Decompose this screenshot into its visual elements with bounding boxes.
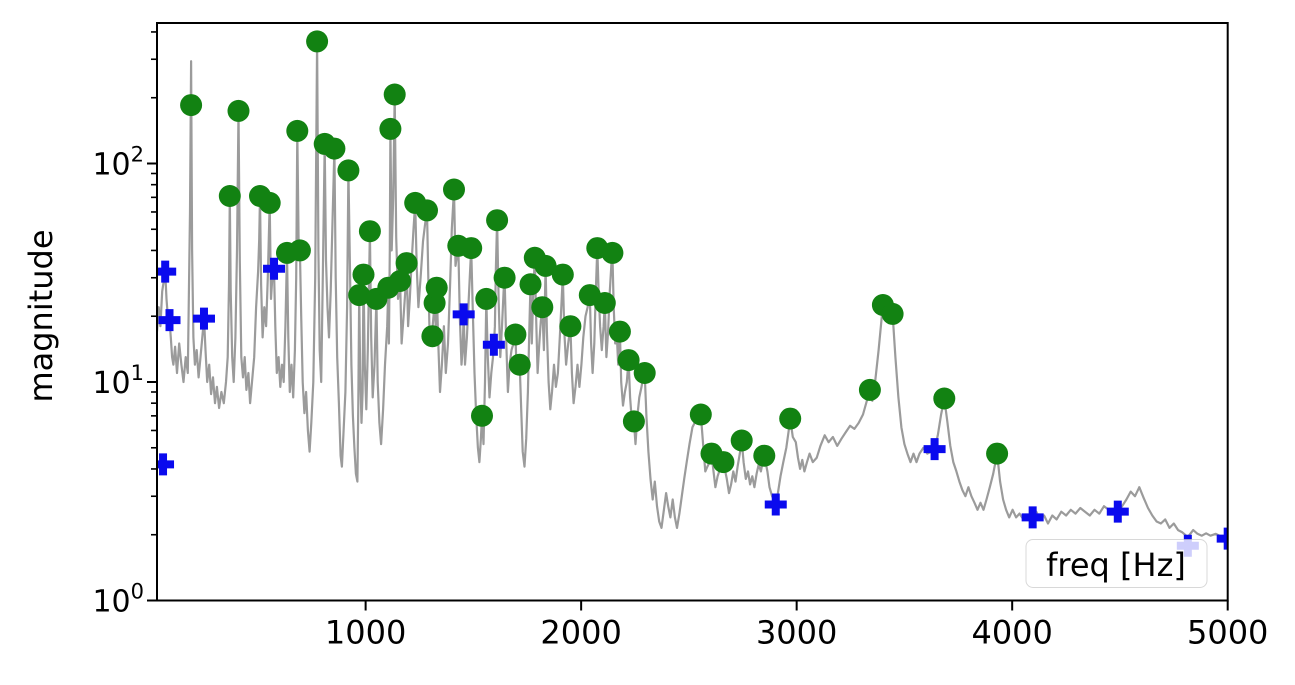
peak-marker — [379, 117, 402, 140]
selected-peak-marker — [923, 438, 946, 461]
peak-marker — [633, 362, 656, 384]
selected-peak-marker — [263, 257, 286, 280]
selected-peak-marker — [157, 260, 177, 283]
peak-marker — [323, 137, 346, 160]
selected-peak-marker — [157, 453, 175, 476]
peak-marker — [471, 404, 493, 427]
peak-marker — [348, 284, 371, 307]
peak-marker — [551, 263, 574, 286]
peak-marker — [493, 266, 516, 289]
peak-marker — [933, 387, 956, 410]
peak-marker — [421, 325, 444, 348]
peak-marker — [389, 270, 412, 292]
peak-marker — [608, 320, 631, 343]
x-tick-label: 2000 — [540, 614, 621, 652]
selected-peak-marker — [158, 309, 181, 332]
peak-marker — [180, 94, 203, 117]
selected-peak-marker — [1106, 500, 1129, 523]
peak-marker — [288, 239, 311, 262]
y-tick-label: 100 — [92, 580, 144, 620]
peak-marker — [306, 30, 329, 53]
spectrum-line — [157, 40, 1228, 540]
x-tick-label: 4000 — [971, 614, 1052, 652]
peak-marker — [416, 199, 438, 222]
peak-marker — [383, 83, 406, 106]
peak-marker — [337, 159, 360, 182]
peak-marker — [986, 442, 1009, 465]
plot-data-layer — [157, 30, 1228, 557]
peak-marker — [443, 178, 465, 201]
peak-marker — [753, 444, 776, 467]
peak-marker — [617, 349, 640, 372]
peak-marker — [858, 378, 881, 401]
peak-marker — [475, 287, 498, 310]
selected-peak-marker — [192, 307, 215, 330]
x-tick-label: 5000 — [1187, 614, 1268, 652]
axes-spines — [156, 22, 1229, 602]
selected-peak-marker — [452, 303, 475, 326]
selected-peak-marker — [1216, 527, 1228, 550]
peak-marker — [218, 185, 241, 207]
selected-peak-marker — [482, 333, 505, 356]
peak-marker — [460, 237, 483, 260]
peak-marker — [601, 241, 624, 264]
peak-marker — [730, 429, 753, 452]
peak-marker — [425, 276, 448, 299]
y-tick-label: 101 — [92, 361, 144, 401]
peak-marker — [227, 99, 250, 122]
peak-marker — [508, 353, 531, 376]
peak-marker — [395, 252, 418, 275]
peak-marker — [531, 296, 554, 319]
peak-marker — [622, 410, 645, 433]
selected-peak-marker — [764, 493, 787, 516]
x-tick-label: 3000 — [756, 614, 837, 652]
peak-marker — [352, 263, 375, 286]
peak-marker — [258, 191, 281, 214]
peak-marker — [486, 209, 509, 232]
label-layer: magnitude freq [Hz] — [22, 229, 1208, 588]
peak-marker — [593, 292, 616, 314]
peak-marker — [689, 403, 712, 426]
x-axis-label: freq [Hz] — [1046, 546, 1186, 584]
peak-marker — [286, 119, 309, 142]
selected-peak-marker — [1021, 506, 1044, 529]
peak-marker — [881, 302, 904, 325]
axes-layer: 1000 2000 3000 4000 5000 100 101 102 — [92, 22, 1268, 652]
x-tick-label: 1000 — [325, 614, 406, 652]
peak-marker — [519, 273, 542, 296]
y-tick-label: 102 — [92, 143, 144, 183]
peak-marker — [712, 451, 735, 474]
y-axis-label: magnitude — [22, 229, 60, 402]
peak-marker — [779, 407, 802, 430]
x-axis-label-box — [1025, 539, 1208, 588]
peak-marker — [504, 323, 527, 346]
peak-marker — [534, 254, 557, 277]
peak-marker — [559, 315, 582, 338]
peak-marker — [358, 220, 381, 243]
